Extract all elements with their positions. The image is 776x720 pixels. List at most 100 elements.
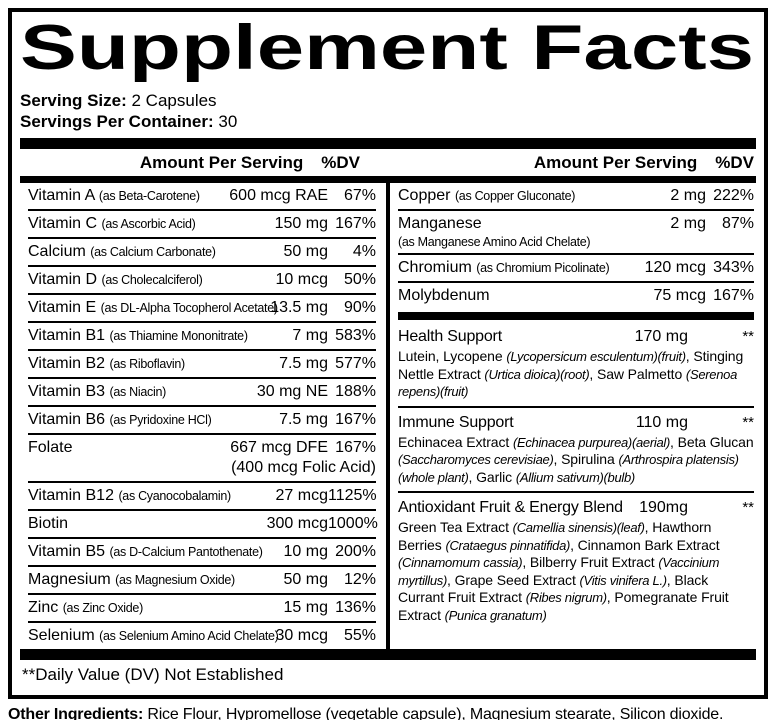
nutrient-name-cell: Vitamin B3 (as Niacin) — [28, 382, 257, 402]
nutrient-amount: 7.5 mg — [279, 411, 328, 428]
nutrient-form: (as Riboflavin) — [109, 357, 186, 371]
dv-header: %DV — [715, 153, 754, 172]
nutrient-amount: 120 mcg — [644, 259, 706, 276]
nutrient-row-main-line: Chromium (as Chromium Picolinate) 120 mc… — [398, 258, 754, 278]
nutrient-amount: 75 mcg — [653, 287, 706, 304]
nutrient-form: (as Magnesium Oxide) — [115, 573, 235, 587]
nutrient-name: Biotin — [28, 515, 69, 532]
nutrient-amount: 10 mg — [283, 543, 328, 560]
amount-per-serving-header: Amount Per Serving — [139, 153, 304, 172]
nutrient-name: Chromium — [398, 259, 472, 276]
ingredient-text: Green Tea Extract — [398, 519, 513, 535]
ingredient-text: Echinacea Extract — [398, 433, 513, 450]
nutrient-form: (as Selenium Amino Acid Chelate) — [99, 629, 279, 643]
nutrient-row: Copper (as Copper Gluconate) 2 mg 222% — [398, 183, 754, 209]
ingredient-text: , Hawthorn Berries — [398, 519, 712, 553]
nutrient-row: Chromium (as Chromium Picolinate) 120 mc… — [398, 253, 754, 281]
nutrient-dv: 222% — [713, 187, 754, 204]
nutrient-row-main-line: Vitamin B6 (as Pyridoxine HCl) 7.5 mg 16… — [28, 410, 376, 430]
nutrient-amount: 2 mg — [670, 187, 706, 204]
blend-name: Antioxidant Fruit & Energy Blend — [398, 499, 623, 516]
nutrient-name-cell: Vitamin B1 (as Thiamine Mononitrate) — [28, 326, 292, 346]
servings-per-container-value: 30 — [218, 112, 238, 131]
ingredient-text: Lutein, Lycopene — [398, 348, 507, 364]
nutrient-name-cell: Vitamin D (as Cholecalciferol) — [28, 270, 276, 290]
nutrient-amount-secondary: (400 mcg Folic Acid) — [231, 459, 376, 476]
ingredient-text: , Cinnamon Bark Extract — [570, 536, 720, 553]
nutrient-name-cell: Chromium (as Chromium Picolinate) — [398, 258, 645, 278]
nutrient-form: (as DL-Alpha Tocopherol Acetate) — [100, 301, 278, 315]
nutrient-form: (as Beta-Carotene) — [98, 189, 200, 203]
latin-name: (Arthrospira platensis)(whole plant) — [398, 452, 739, 485]
nutrient-name: Vitamin B6 — [28, 411, 106, 428]
page-title: Supplement Facts — [20, 18, 754, 83]
blend-row: Immune Support 110 mg ** Echinacea Extra… — [398, 405, 754, 492]
nutrient-name-cell: Molybdenum — [398, 286, 654, 306]
mineral-rows: Copper (as Copper Gluconate) 2 mg 222% M… — [398, 183, 754, 309]
latin-name: (Echinacea purpurea)(aerial) — [512, 434, 671, 450]
nutrient-form: (as Niacin) — [109, 385, 167, 399]
nutrient-dv: 167% — [335, 215, 376, 232]
left-nutrient-column: Vitamin A (as Beta-Carotene) 600 mcg RAE… — [20, 183, 386, 649]
nutrient-row: Molybdenum 75 mcg 167% — [398, 281, 754, 309]
nutrient-name-cell: Vitamin B2 (as Riboflavin) — [28, 354, 279, 374]
thick-divider-bar-minerals — [398, 312, 754, 320]
blend-amount: 190mg — [639, 499, 688, 516]
right-column-header: Amount Per Serving %DV — [390, 149, 756, 176]
nutrient-amount: 15 mg — [283, 599, 328, 616]
latin-name: (Punica granatum) — [444, 607, 547, 623]
nutrient-amount: 27 mcg — [275, 487, 328, 504]
nutrient-row-main-line: Vitamin E (as DL-Alpha Tocopherol Acetat… — [28, 298, 376, 318]
latin-name: (Urtica dioica)(root) — [484, 366, 590, 382]
nutrient-columns: Vitamin A (as Beta-Carotene) 600 mcg RAE… — [20, 183, 756, 649]
latin-name: (Camellia sinensis)(leaf) — [512, 520, 645, 535]
nutrient-dv: 67% — [343, 187, 376, 204]
nutrient-row: Vitamin B2 (as Riboflavin) 7.5 mg 577% — [28, 349, 376, 377]
ingredient-text: , Grape Seed Extract — [447, 571, 580, 588]
latin-name: (Vaccinium myrtillus) — [398, 555, 720, 588]
nutrient-row: Vitamin C (as Ascorbic Acid) 150 mg 167% — [28, 209, 376, 237]
nutrient-name: Selenium — [28, 627, 95, 644]
nutrient-form: (as D-Calcium Pantothenate) — [109, 545, 263, 559]
nutrient-amount: 30 mg NE — [256, 383, 328, 400]
nutrient-dv: 4% — [352, 243, 376, 260]
amount-per-serving-header: Amount Per Serving — [533, 153, 698, 172]
nutrient-name-cell: Vitamin A (as Beta-Carotene) — [28, 186, 229, 206]
nutrient-amount: 13.5 mg — [270, 299, 328, 316]
nutrient-name: Vitamin B5 — [28, 543, 106, 560]
nutrient-form: (as Ascorbic Acid) — [101, 217, 196, 231]
nutrient-row-main-line: Biotin 300 mcg 1000% — [28, 514, 378, 534]
nutrient-dv: 583% — [335, 327, 376, 344]
nutrient-dv: 167% — [335, 411, 376, 428]
ingredient-text: , Spirulina — [553, 451, 619, 467]
nutrient-row-main-line: Folate 667 mcg DFE 167% — [28, 438, 376, 458]
nutrient-dv: 200% — [335, 543, 376, 560]
nutrient-row-main-line: Calcium (as Calcium Carbonate) 50 mg 4% — [28, 242, 376, 262]
other-ingredients-label: Other Ingredients: — [8, 706, 144, 720]
latin-name: (Lycopersicum esculentum)(fruit) — [506, 349, 686, 364]
blend-row: Health Support 170 mg ** Lutein, Lycopen… — [398, 322, 754, 406]
nutrient-dv: 12% — [343, 571, 376, 588]
nutrient-amount: 667 mcg DFE — [230, 439, 328, 456]
nutrient-dv: 167% — [713, 287, 754, 304]
nutrient-name-cell: Vitamin B6 (as Pyridoxine HCl) — [28, 410, 279, 430]
nutrient-name: Vitamin E — [28, 299, 97, 316]
blend-name: Health Support — [398, 328, 502, 345]
nutrient-name-cell: Calcium (as Calcium Carbonate) — [28, 242, 284, 262]
nutrient-name: Vitamin D — [28, 271, 98, 288]
nutrient-name-cell: Vitamin B12 (as Cyanocobalamin) — [28, 486, 276, 506]
nutrient-name-cell: Folate — [28, 438, 230, 458]
serving-size-label: Serving Size: — [20, 91, 127, 110]
ingredient-text: , Bilberry Fruit Extract — [522, 554, 659, 570]
nutrient-dv: 1000% — [328, 515, 378, 532]
blend-ingredients: Echinacea Extract (Echinacea purpurea)(a… — [398, 433, 754, 492]
vertical-divider — [386, 183, 390, 649]
nutrient-name-cell: Vitamin B5 (as D-Calcium Pantothenate) — [28, 542, 284, 562]
nutrient-row: Manganese 2 mg 87% (as Manganese Amino A… — [398, 209, 754, 253]
nutrient-row-main-line: Zinc (as Zinc Oxide) 15 mg 136% — [28, 598, 376, 618]
nutrient-name: Calcium — [28, 243, 86, 260]
nutrient-row-main-line: Vitamin B2 (as Riboflavin) 7.5 mg 577% — [28, 354, 376, 374]
blend-name: Immune Support — [398, 413, 514, 431]
nutrient-dv: 343% — [713, 259, 754, 276]
